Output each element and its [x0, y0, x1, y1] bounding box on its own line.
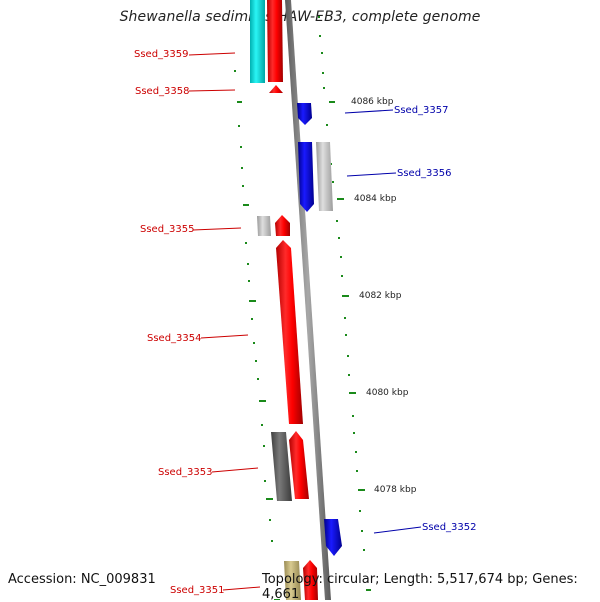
accession-text: Accession: NC_009831: [8, 572, 156, 587]
gene-ssed-3354[interactable]: [276, 240, 303, 424]
forward-leader-lines: [344, 109, 422, 534]
kbp-label: 4082 kbp: [359, 291, 402, 301]
gene-ssed-3351-khaki[interactable]: [284, 561, 301, 600]
gene-ssed-3353-gray[interactable]: [271, 432, 292, 501]
gene-label-ssed-3355[interactable]: Ssed_3355: [140, 224, 195, 235]
map-title: Shewanella sediminis HAW-EB3, complete g…: [119, 9, 481, 25]
kbp-label: 4084 kbp: [354, 194, 397, 204]
gene-label-ssed-3359[interactable]: Ssed_3359: [134, 49, 189, 60]
gene-ssed-3355[interactable]: [275, 215, 290, 236]
gene-ssed-3359[interactable]: [267, 0, 283, 82]
gene-ssed-3355-gray[interactable]: [257, 216, 271, 236]
gene-ssed-3356-gray[interactable]: [316, 142, 333, 211]
gene-ssed-3352[interactable]: [324, 519, 342, 556]
gene-ssed-3351[interactable]: [303, 560, 318, 600]
gene-label-ssed-3356[interactable]: Ssed_3356: [397, 168, 452, 179]
kbp-label: 4080 kbp: [366, 388, 409, 398]
kbp-label: 4078 kbp: [374, 485, 417, 495]
gene-label-ssed-3353[interactable]: Ssed_3353: [158, 467, 213, 478]
gene-label-ssed-3354[interactable]: Ssed_3354: [147, 333, 202, 344]
gene-ssed-3356[interactable]: [298, 142, 314, 212]
gene-ssed-3357[interactable]: [297, 103, 312, 125]
gene-label-ssed-3351[interactable]: Ssed_3351: [170, 585, 225, 596]
reverse-leader-lines: [188, 52, 261, 591]
genome-summary-text: Topology: circular; Length: 5,517,674 bp…: [262, 572, 578, 602]
genome-backbone: [285, 0, 331, 600]
gene-label-ssed-3352[interactable]: Ssed_3352: [422, 522, 477, 533]
gene-ssed-3353[interactable]: [289, 431, 309, 499]
gene-label-ssed-3358[interactable]: Ssed_3358: [135, 86, 190, 97]
gene-ssed-3358[interactable]: [269, 85, 283, 93]
gene-ssed-3359-cyan[interactable]: [250, 0, 265, 83]
kbp-label: 4086 kbp: [351, 97, 394, 107]
gene-label-ssed-3357[interactable]: Ssed_3357: [394, 105, 449, 116]
